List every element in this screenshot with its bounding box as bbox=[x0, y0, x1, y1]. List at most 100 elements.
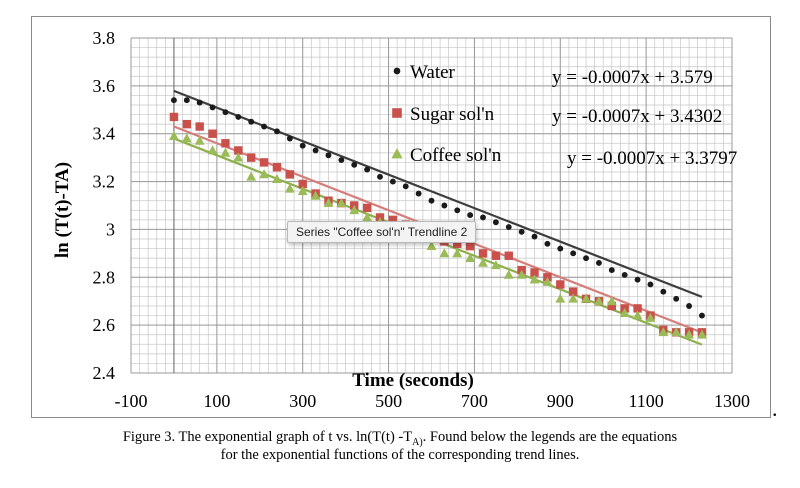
data-point-square bbox=[259, 158, 269, 167]
data-point-circle bbox=[454, 207, 461, 214]
data-point-circle bbox=[170, 97, 177, 104]
trendline-tooltip: Series "Coffee sol'n" Trendline 2 bbox=[287, 221, 477, 243]
data-point-circle bbox=[209, 104, 216, 111]
data-point-circle bbox=[248, 118, 255, 125]
legend-label[interactable]: Water bbox=[410, 62, 456, 83]
data-point-square bbox=[491, 251, 501, 260]
data-point-square bbox=[298, 179, 307, 189]
data-point-square bbox=[234, 146, 243, 155]
y-tick-label: 3 bbox=[106, 219, 115, 239]
data-point-square bbox=[568, 287, 578, 296]
data-point-triangle bbox=[169, 130, 179, 140]
data-point-square bbox=[504, 251, 513, 260]
data-point-triangle bbox=[465, 252, 476, 262]
y-tick-labels: 2.4 2.6 2.8 3 3.2 3.4 3.6 3.8 bbox=[93, 28, 116, 383]
data-point-square bbox=[388, 215, 398, 225]
data-point-square bbox=[453, 239, 462, 248]
data-point-square bbox=[362, 203, 372, 213]
caption-text-suffix: . Found below the legends are the equati… bbox=[422, 429, 678, 445]
data-point-triangle bbox=[323, 197, 334, 207]
data-point-circle bbox=[299, 142, 306, 149]
data-point-circle bbox=[389, 178, 396, 185]
y-tick-label: 2.6 bbox=[93, 315, 116, 335]
x-tick-label: 700 bbox=[461, 391, 488, 411]
x-tick-labels: -100 100 300 500 700 900 1100 1300 bbox=[115, 391, 751, 411]
trendline-equations: y = -0.0007x + 3.579 y = -0.0007x + 3.430… bbox=[552, 67, 737, 169]
data-point-square bbox=[465, 241, 475, 251]
x-tick-label: 500 bbox=[375, 391, 402, 411]
data-point-square bbox=[285, 170, 295, 179]
data-point-circle bbox=[595, 259, 602, 266]
y-tick-label: 2.4 bbox=[93, 363, 116, 383]
data-point-circle bbox=[480, 214, 486, 221]
data-point-square bbox=[169, 112, 179, 122]
legend: Water Sugar sol'n Coffee sol'n bbox=[391, 62, 502, 166]
data-point-square bbox=[272, 163, 282, 172]
data-point-triangle bbox=[452, 248, 463, 258]
data-point-square bbox=[195, 122, 204, 131]
data-point-triangle bbox=[284, 183, 295, 193]
data-point-triangle bbox=[619, 307, 630, 318]
data-point-square bbox=[247, 153, 256, 162]
data-point-circle bbox=[428, 197, 435, 204]
legend-label[interactable]: Sugar sol'n bbox=[410, 104, 495, 125]
data-point-circle bbox=[183, 97, 190, 104]
data-point-triangle bbox=[581, 293, 591, 303]
data-point-circle bbox=[235, 114, 242, 120]
data-point-circle bbox=[338, 157, 345, 163]
trendline-equation: y = -0.0007x + 3.4302 bbox=[552, 106, 722, 127]
data-point-triangle bbox=[478, 257, 488, 267]
chart[interactable]: 2.4 2.6 2.8 3 3.2 3.4 3.6 3.8 -100 100 300 500 700 9… bbox=[32, 17, 772, 419]
data-point-square bbox=[556, 280, 565, 289]
data-point-circle bbox=[557, 245, 564, 252]
data-point-circle bbox=[415, 190, 422, 197]
caption-text: Figure 3. The exponential graph of t vs.… bbox=[122, 429, 413, 445]
data-point-circle bbox=[518, 228, 525, 235]
trendline-equation: y = -0.0007x + 3.579 bbox=[552, 67, 713, 88]
data-point-square bbox=[221, 139, 230, 148]
data-point-circle bbox=[274, 128, 280, 135]
data-point-triangle bbox=[697, 329, 707, 339]
caption-subscript: A) bbox=[412, 436, 423, 448]
data-point-circle bbox=[673, 295, 680, 302]
data-point-square bbox=[478, 249, 488, 258]
data-point-circle bbox=[583, 255, 589, 262]
y-tick-label: 3.8 bbox=[93, 28, 116, 48]
data-point-triangle bbox=[297, 185, 308, 195]
data-point-circle bbox=[351, 161, 358, 168]
trailing-period: . bbox=[772, 396, 778, 421]
data-point-triangle bbox=[658, 327, 669, 337]
data-point-triangle bbox=[220, 147, 231, 157]
figure-caption-line-2: for the exponential functions of the cor… bbox=[220, 447, 580, 463]
x-tick-label: 100 bbox=[203, 391, 230, 411]
data-point-circle bbox=[505, 224, 512, 230]
data-point-circle bbox=[544, 240, 551, 247]
data-point-triangle bbox=[555, 293, 566, 303]
data-point-triangle bbox=[259, 169, 269, 179]
legend-label[interactable]: Coffee sol'n bbox=[410, 145, 502, 166]
x-tick-label: 1300 bbox=[714, 391, 750, 411]
data-point-triangle bbox=[207, 145, 218, 155]
data-point-triangle bbox=[490, 260, 501, 270]
data-point-triangle bbox=[568, 293, 579, 303]
data-points bbox=[169, 97, 707, 339]
data-point-circle bbox=[196, 99, 203, 106]
x-tick-label: -100 bbox=[115, 391, 148, 411]
data-point-triangle bbox=[671, 327, 682, 337]
data-point-triangle bbox=[426, 240, 437, 251]
data-point-triangle bbox=[336, 197, 347, 207]
y-axis-title: ln (T(t)-TA) bbox=[52, 162, 73, 258]
data-point-circle bbox=[634, 276, 641, 283]
data-point-circle bbox=[467, 212, 474, 219]
data-point-square bbox=[182, 119, 192, 129]
data-point-triangle bbox=[594, 295, 604, 306]
data-point-circle bbox=[660, 288, 667, 295]
data-point-square bbox=[607, 301, 616, 311]
data-point-circle bbox=[686, 303, 693, 309]
chart-frame: 2.4 2.6 2.8 3 3.2 3.4 3.6 3.8 -100 100 300 500 700 9… bbox=[31, 16, 771, 418]
data-point-square bbox=[208, 129, 217, 138]
data-point-circle bbox=[531, 233, 538, 240]
data-point-circle bbox=[608, 267, 615, 274]
y-tick-label: 3.2 bbox=[93, 172, 116, 192]
data-point-circle bbox=[312, 147, 319, 154]
